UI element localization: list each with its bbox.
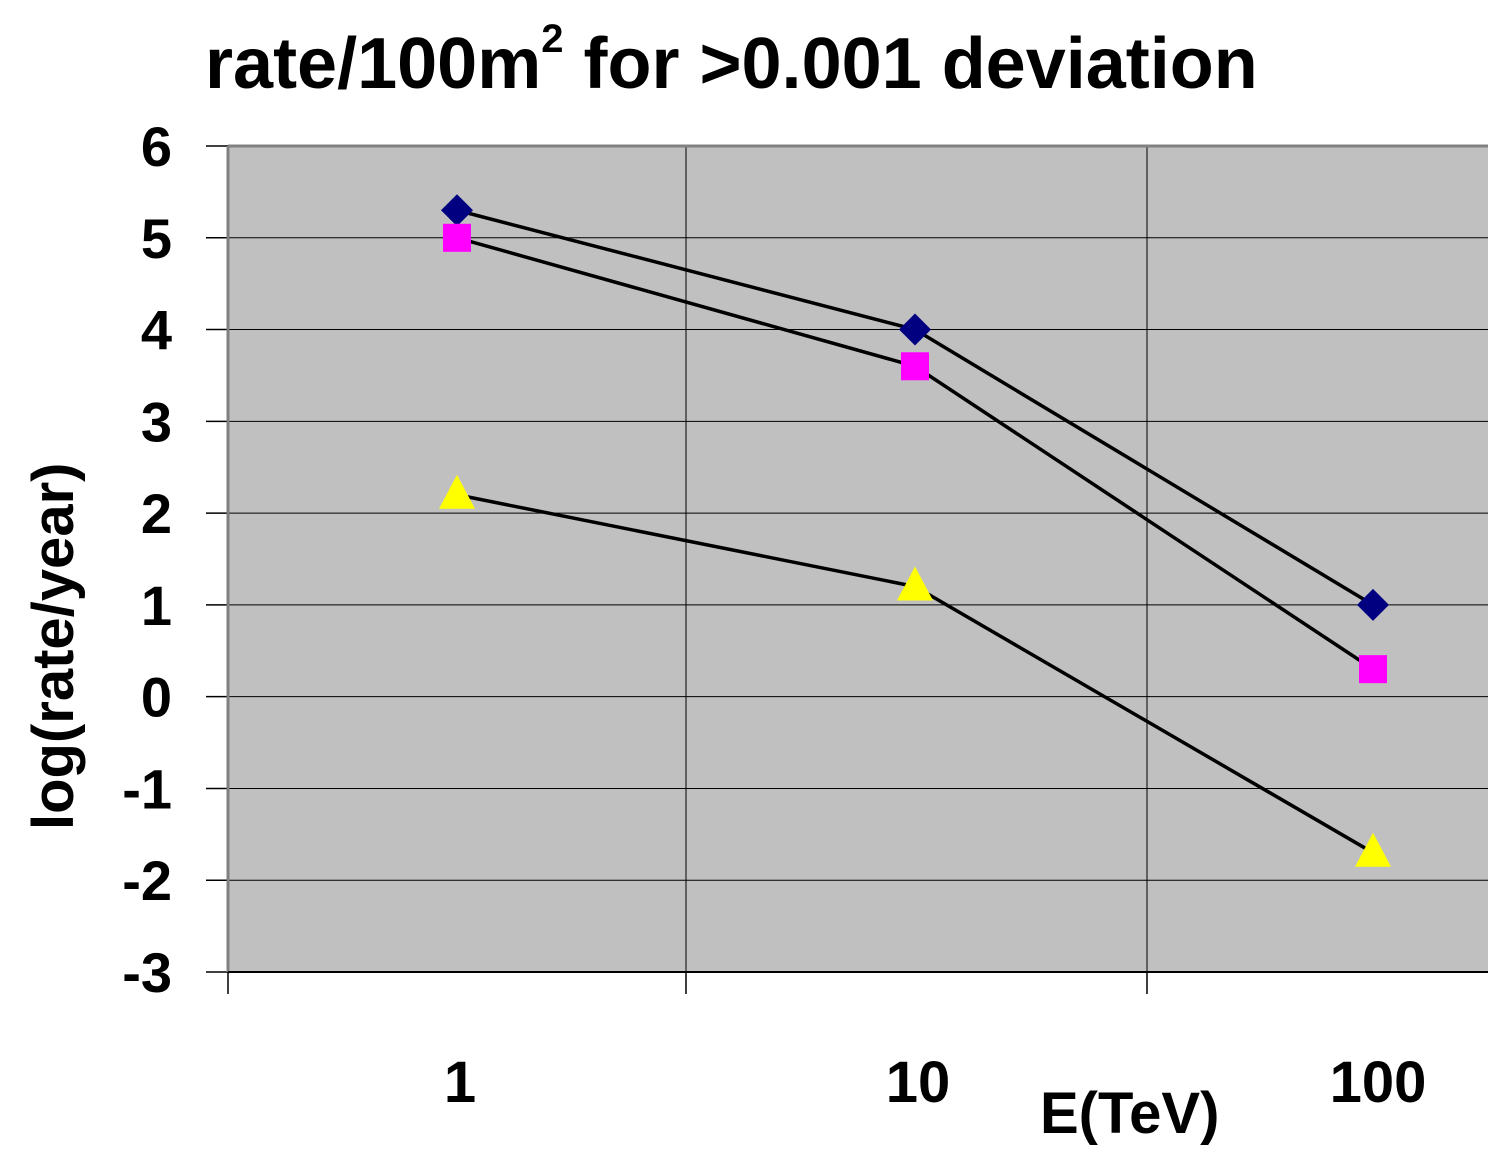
data-point-square	[443, 223, 471, 252]
chart-title-main: rate/100m	[205, 24, 542, 104]
y-tick-label: 4	[141, 299, 172, 362]
y-tick-label: 6	[141, 115, 172, 178]
data-point-triangle	[1355, 832, 1391, 867]
data-point-square	[1359, 655, 1387, 684]
x-tick-label: 10	[886, 1050, 951, 1115]
chart-title-superscript: 2	[541, 17, 564, 61]
data-point-diamond	[1357, 588, 1389, 621]
y-tick-label: 1	[141, 574, 172, 637]
y-tick-label: 3	[141, 390, 172, 453]
y-tick-label: -1	[122, 757, 172, 820]
data-point-diamond	[441, 194, 473, 227]
data-point-square	[901, 352, 929, 381]
data-point-diamond	[899, 313, 931, 346]
chart-title-rest: for >0.001 deviation	[563, 24, 1258, 104]
data-point-triangle	[897, 566, 933, 601]
y-tick-label: -3	[122, 941, 172, 1004]
y-tick-label: 5	[141, 207, 172, 270]
chart-title: rate/100m2 for >0.001 deviation	[205, 19, 1258, 100]
y-axis-label: log(rate/year)	[21, 462, 86, 830]
y-tick-label: 2	[141, 482, 172, 545]
x-axis-label: E(TeV)	[1040, 1081, 1220, 1146]
x-tick-label: 1	[444, 1050, 476, 1115]
y-tick-label: -2	[122, 849, 172, 912]
y-tick-label: 0	[141, 666, 172, 729]
plot-area	[228, 146, 1488, 972]
data-point-triangle	[439, 474, 475, 509]
x-tick-label: 100	[1330, 1050, 1427, 1115]
